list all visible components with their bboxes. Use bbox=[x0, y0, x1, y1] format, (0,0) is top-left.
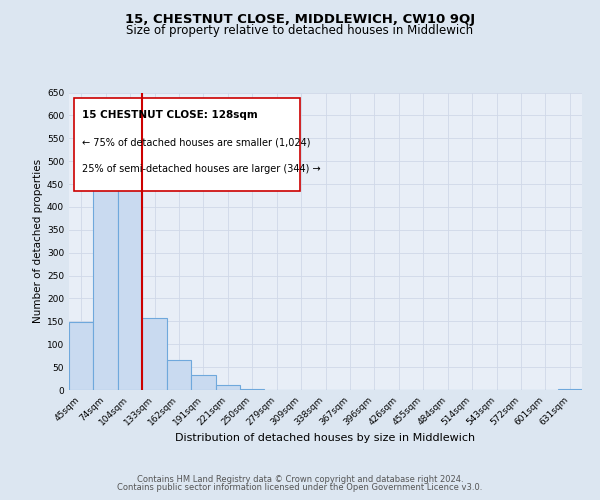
Bar bbox=[557, 389, 582, 390]
Text: Contains HM Land Registry data © Crown copyright and database right 2024.: Contains HM Land Registry data © Crown c… bbox=[137, 474, 463, 484]
Text: 15, CHESTNUT CLOSE, MIDDLEWICH, CW10 9QJ: 15, CHESTNUT CLOSE, MIDDLEWICH, CW10 9QJ bbox=[125, 12, 475, 26]
Text: 25% of semi-detached houses are larger (344) →: 25% of semi-detached houses are larger (… bbox=[82, 164, 320, 174]
Bar bbox=[69, 322, 94, 390]
X-axis label: Distribution of detached houses by size in Middlewich: Distribution of detached houses by size … bbox=[175, 432, 476, 442]
Bar bbox=[240, 389, 265, 390]
Bar bbox=[167, 360, 191, 390]
Bar bbox=[215, 384, 240, 390]
Text: ← 75% of detached houses are smaller (1,024): ← 75% of detached houses are smaller (1,… bbox=[82, 137, 310, 147]
Text: Size of property relative to detached houses in Middlewich: Size of property relative to detached ho… bbox=[127, 24, 473, 37]
Text: Contains public sector information licensed under the Open Government Licence v3: Contains public sector information licen… bbox=[118, 483, 482, 492]
Bar bbox=[142, 318, 167, 390]
Bar bbox=[118, 156, 142, 390]
Y-axis label: Number of detached properties: Number of detached properties bbox=[33, 159, 43, 324]
Bar bbox=[94, 184, 118, 390]
Bar bbox=[191, 376, 215, 390]
FancyBboxPatch shape bbox=[74, 98, 300, 190]
Text: 15 CHESTNUT CLOSE: 128sqm: 15 CHESTNUT CLOSE: 128sqm bbox=[82, 110, 257, 120]
